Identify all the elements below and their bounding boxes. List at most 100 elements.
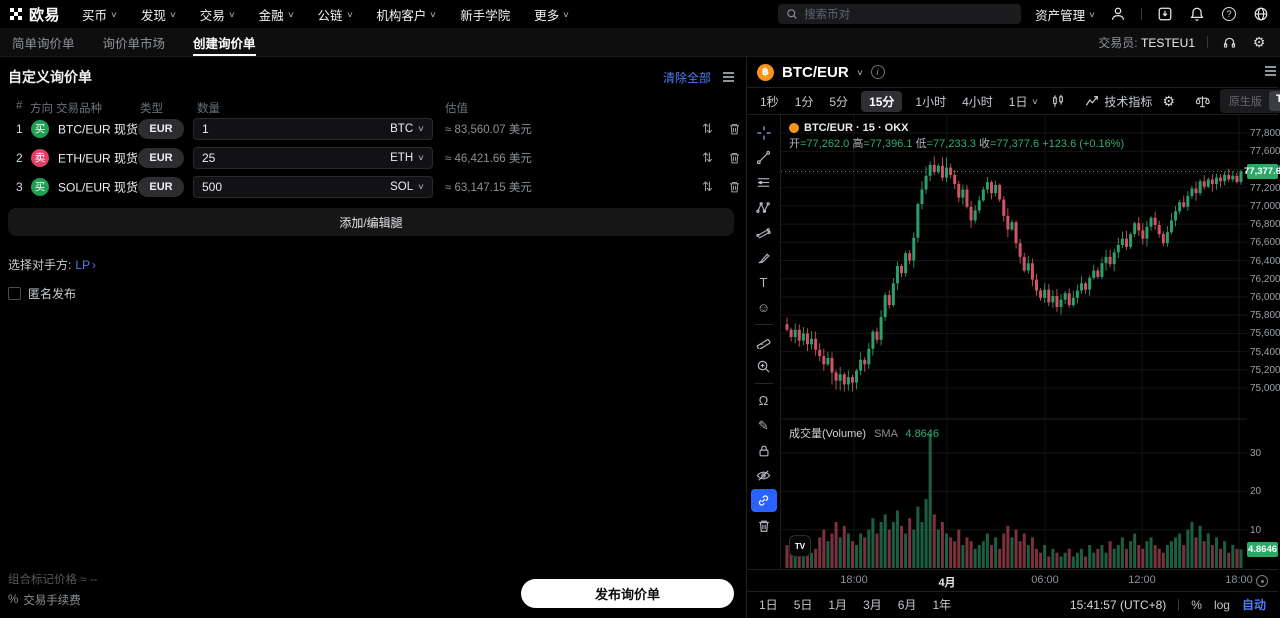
tradingview-logo[interactable]: TV [789,535,811,557]
range-5日[interactable]: 5日 [793,598,813,612]
timeframe-1秒[interactable]: 1秒 [760,94,779,109]
tab-询价单市场[interactable]: 询价单市场 [102,36,166,51]
trash-icon[interactable] [751,514,777,537]
leg-index: 1 [16,121,23,136]
notifications-button[interactable] [1188,5,1206,23]
delete-leg-icon[interactable] [728,151,741,164]
top-nav: 欧易 买币 ∨ 发现 ∨ 交易 ∨ 金融 ∨ 公链 ∨ 机构客户 ∨ 新手学院 更多 ∨ 搜索币对 资产管理… [0,0,1280,28]
crosshair-icon[interactable] [751,121,777,144]
horizontal-lines-icon[interactable] [751,171,777,194]
brush-icon[interactable] [751,246,777,269]
clear-all-link[interactable]: 清除全部 [662,70,711,85]
nav-item-新手学院[interactable]: 新手学院 [460,5,510,24]
currency-pill[interactable]: EUR [138,118,184,139]
search-input[interactable]: 搜索币对 [778,4,1022,24]
info-icon[interactable]: i [870,65,885,79]
nav-item-更多[interactable]: 更多 ∨ [534,5,570,24]
help-button[interactable]: ? [1220,5,1238,23]
scroll-target-icon[interactable] [1256,575,1268,587]
zoom-in-icon[interactable] [751,355,777,378]
settings-button[interactable]: ⚙ [1250,33,1268,51]
tab-创建询价单[interactable]: 创建询价单 [193,28,256,56]
publish-rfq-button[interactable]: 发布询价单 [521,579,734,608]
range-1日[interactable]: 1日 [759,598,778,612]
range-1年[interactable]: 1年 [932,598,952,612]
chart-plot-area[interactable]: BTC/EUR · 15 · OKX 开=77,262.0 高=77,396.1… [781,115,1247,570]
timeframe-1分[interactable]: 1分 [794,94,814,109]
leg-index: 2 [16,150,23,165]
range-1月[interactable]: 1月 [828,598,848,612]
symbol-selector[interactable]: BTC/EUR [782,63,849,81]
chart-list-icon[interactable] [1265,66,1276,76]
range-3月[interactable]: 3月 [863,598,882,612]
swap-side-icon[interactable]: ⇅ [702,178,713,194]
amount-input[interactable]: 500 SOL ∨ [193,175,433,198]
tradingview-version-tab[interactable]: TradingView [1268,91,1280,111]
amount-input[interactable]: 25 ETH ∨ [193,146,433,169]
panel-menu-icon[interactable] [723,72,734,82]
support-button[interactable] [1220,33,1238,51]
profile-button[interactable] [1109,5,1127,23]
swap-side-icon[interactable]: ⇅ [702,120,713,136]
timeframe-1d-dropdown[interactable]: 1日 ∨ [1008,94,1040,109]
timeframe-4小时[interactable]: 4小时 [962,94,993,109]
leg-index: 3 [16,179,23,194]
unit-selector[interactable]: ETH ∨ [390,152,425,164]
price-tick: 75,000.0 [1250,383,1280,394]
time-axis[interactable]: 18:00 4月 06:00 12:00 18:00 [747,570,1278,592]
side-badge: 买 [31,119,49,138]
gear-icon: ⚙ [1252,34,1266,50]
indicators-button[interactable]: 技术指标 [1085,93,1152,110]
nav-item-公链[interactable]: 公链 ∨ [318,5,354,24]
unit-selector[interactable]: SOL ∨ [390,181,425,193]
nav-item-机构客户[interactable]: 机构客户 ∨ [376,5,437,24]
btc-icon: ฿ [757,63,774,81]
nav-item-金融[interactable]: 金融 ∨ [259,5,295,24]
swap-side-icon[interactable]: ⇅ [702,149,713,165]
timeframe-15分[interactable]: 15分 [861,90,903,112]
instrument-selector[interactable]: ETH/EUR 现货› [58,149,150,166]
currency-pill[interactable]: EUR [138,176,184,197]
native-version-tab[interactable]: 原生版 [1228,96,1262,108]
instrument-selector[interactable]: BTC/EUR 现货› [58,120,150,137]
timeframe-5分[interactable]: 5分 [829,94,849,109]
tab-简单询价单[interactable]: 简单询价单 [12,36,75,51]
chart-style-button[interactable] [1051,94,1065,108]
counterparty-link[interactable]: LP › [75,258,96,272]
nav-item-交易[interactable]: 交易 ∨ [200,5,236,24]
price-axis[interactable]: 77,800.077,600.077,400.077,200.077,000.0… [1244,115,1280,570]
ruler-icon[interactable] [751,330,777,353]
timeframe-1小时[interactable]: 1小时 [915,94,947,109]
delete-leg-icon[interactable] [728,180,741,193]
text-icon[interactable]: T [759,275,768,290]
draw-lock-icon[interactable]: ✎ [758,417,769,433]
magnet-icon[interactable]: Ω [758,393,769,408]
headset-icon [1223,37,1235,48]
trend-line-icon[interactable] [751,146,777,169]
instrument-selector[interactable]: SOL/EUR 现货› [58,178,150,195]
unit-selector[interactable]: BTC ∨ [390,123,425,135]
link-icon[interactable] [750,489,777,512]
anonymous-checkbox[interactable] [8,287,21,300]
nav-item-发现[interactable]: 发现 ∨ [141,5,177,24]
emoji-icon[interactable]: ☺ [756,300,771,315]
currency-pill[interactable]: EUR [138,147,184,168]
download-app-button[interactable] [1156,5,1174,23]
auto-scale-button[interactable]: 自动 [1241,598,1266,612]
hide-drawings-icon[interactable] [751,464,777,487]
asset-management-dropdown[interactable]: 资产管理 ∨ [1035,5,1096,24]
delete-leg-icon[interactable] [728,122,741,135]
language-button[interactable] [1252,5,1270,23]
xabcd-pattern-icon[interactable] [751,196,777,219]
range-6月[interactable]: 6月 [897,598,917,612]
add-edit-legs-button[interactable]: 添加/编辑腿 [8,208,734,236]
okx-logo[interactable]: 欧易 [10,4,60,25]
compare-scale-button[interactable] [1195,94,1210,109]
log-scale-button[interactable]: log [1213,597,1230,612]
forecast-icon[interactable] [751,221,777,244]
lock-icon[interactable] [751,439,777,462]
percent-scale-button[interactable]: % [1191,597,1202,612]
chart-settings-button[interactable]: ⚙ [1162,94,1175,108]
nav-item-买币[interactable]: 买币 ∨ [82,5,118,24]
amount-input[interactable]: 1 BTC ∨ [193,117,433,140]
